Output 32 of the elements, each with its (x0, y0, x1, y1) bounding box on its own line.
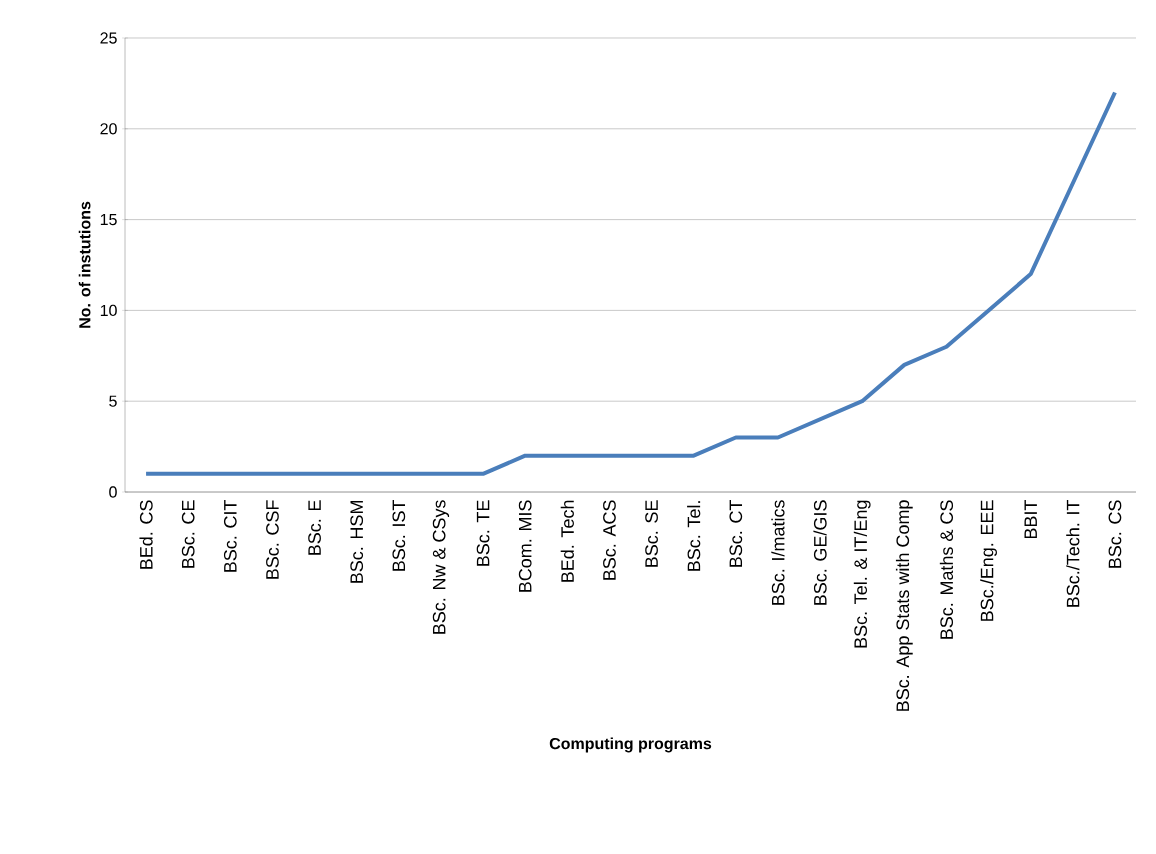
x-tick-label: BSc. CIT (223, 499, 237, 572)
x-tick-label: BSc. Tel. (687, 501, 701, 571)
x-tick-label: BSc. App Stats with Comp (895, 500, 913, 711)
x-tick-label: BSc. ACS (603, 500, 616, 580)
x-tick-label: BSc. IST (392, 499, 406, 571)
y-tick-label: 10 (100, 304, 117, 317)
x-tick-label: BSc. GE/GIS (813, 500, 827, 605)
y-tick-label: 15 (100, 214, 117, 226)
x-tick-label: BSc. CSF (266, 500, 279, 579)
x-tick-label: BSc. CS (1108, 500, 1122, 568)
y-tick-label: 20 (100, 123, 117, 135)
x-tick-label: BEd. Tech (560, 500, 574, 582)
y-tick-label: 5 (109, 395, 117, 407)
y-tick-label: 25 (100, 32, 117, 44)
x-tick-label: BSc. TE (476, 500, 490, 566)
x-tick-label: BSc./Tech. IT (1066, 499, 1080, 607)
x-tick-label: BSc. I/matics (771, 500, 785, 605)
x-tick-label: BSc. SE (645, 500, 658, 567)
x-axis-title: Computing programs (549, 737, 712, 753)
x-tick-label: BSc. HSM (350, 501, 364, 583)
x-tick-label: BBIT (1024, 499, 1037, 539)
y-axis-title: No. of instutions (78, 201, 91, 328)
x-tick-label: BSc. E (308, 500, 321, 555)
x-tick-label: BSc. CT (729, 499, 743, 567)
x-tick-label: BSc. Nw & CSys (432, 500, 450, 634)
x-tick-label: BSc. Tel. & IT/Eng (853, 500, 871, 648)
x-tick-label: BSc./Eng. EEE (980, 500, 997, 621)
x-tick-label: BCom. MIS (518, 500, 532, 592)
x-tick-label: BEd. CS (139, 500, 153, 569)
y-tick-label: 0 (109, 486, 117, 498)
x-tick-label: BSc. Maths & CS (939, 500, 954, 639)
x-tick-label: BSc. CE (181, 500, 195, 568)
